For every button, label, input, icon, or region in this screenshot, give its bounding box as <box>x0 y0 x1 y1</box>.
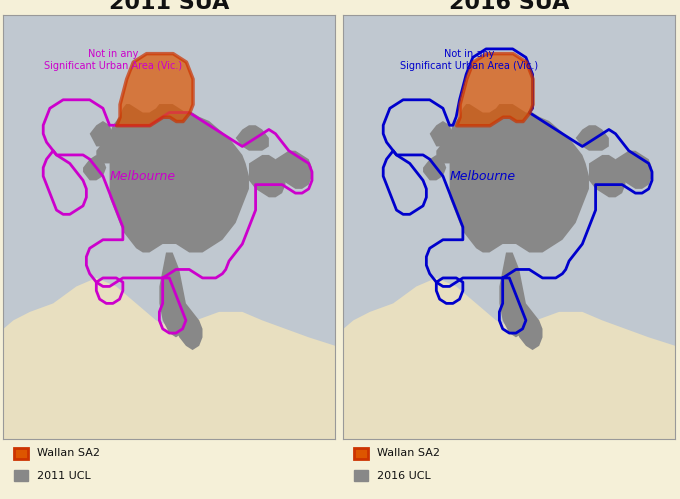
Text: 2016 UCL: 2016 UCL <box>377 471 431 481</box>
Text: Wallan SA2: Wallan SA2 <box>37 448 101 458</box>
Text: Not in any
Significant Urban Area (Vic.): Not in any Significant Urban Area (Vic.) <box>44 49 182 70</box>
Title: 2016 SUA: 2016 SUA <box>449 0 570 13</box>
Text: 2011 UCL: 2011 UCL <box>37 471 91 481</box>
Title: 2011 SUA: 2011 SUA <box>109 0 230 13</box>
Text: Not in any
Significant Urban Area (Vic.): Not in any Significant Urban Area (Vic.) <box>401 49 539 70</box>
Text: Wallan SA2: Wallan SA2 <box>377 448 441 458</box>
Text: Melbourne: Melbourne <box>109 170 176 183</box>
Text: Melbourne: Melbourne <box>449 170 516 183</box>
